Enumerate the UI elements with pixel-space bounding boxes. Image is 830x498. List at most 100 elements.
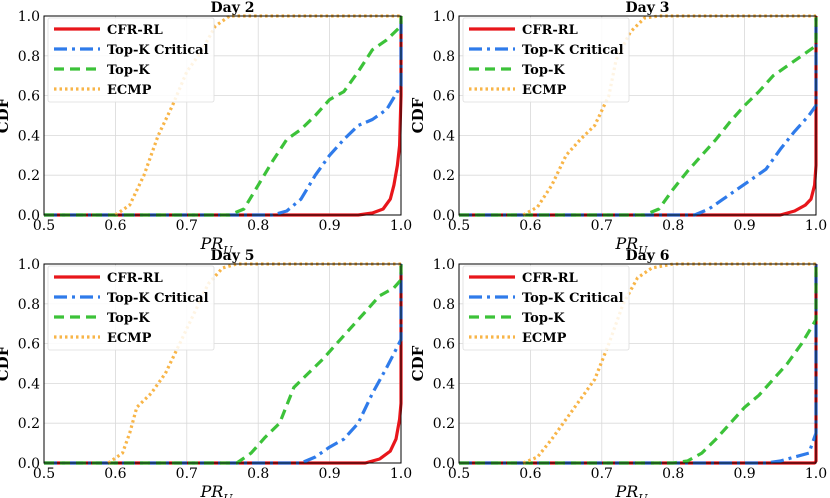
legend-label-top-k-critical: Top-K Critical	[522, 291, 624, 306]
panel-day-2: 0.5 0.6 0.7 0.8 0.9 1.0 0.0 0.2 0.4 0.6 0.8 1.0 Day …	[0, 0, 412, 257]
legend-box	[462, 265, 630, 351]
x-tick-label: 0.7	[591, 466, 613, 482]
y-tick-label: 0.6	[433, 89, 455, 105]
x-axis-label: PRU	[199, 234, 233, 257]
x-tick-label: 0.5	[33, 466, 55, 482]
x-tick-label: 1.0	[805, 466, 827, 482]
legend-label-top-k-critical: Top-K Critical	[107, 43, 209, 58]
x-tick-label: 0.8	[247, 218, 269, 234]
x-tick-label: 1.0	[805, 218, 827, 234]
series-line-top-k-critical	[44, 264, 403, 465]
series-line-top-k-critical	[44, 16, 403, 217]
x-tick-label: 0.5	[448, 218, 470, 234]
chart-title: Day 6	[626, 248, 670, 264]
panel-day-5: 0.5 0.6 0.7 0.8 0.9 1.0 0.0 0.2 0.4 0.6 0.8 1.0 Day …	[0, 248, 412, 498]
legend-box	[47, 17, 215, 103]
y-tick-label: 0.4	[433, 376, 455, 392]
legend-label-top-k-critical: Top-K Critical	[522, 43, 624, 58]
y-tick-label: 0.0	[18, 208, 40, 224]
x-tick-label: 0.7	[591, 218, 613, 234]
series-line-top-k-critical	[459, 16, 818, 217]
x-axis-label-main: PR	[199, 234, 223, 253]
y-tick-label: 0.6	[18, 337, 40, 353]
y-tick-label: 0.2	[433, 416, 455, 432]
legend-label-cfr-rl: CFR-RL	[522, 23, 578, 38]
legend: CFR-RL Top-K Critical Top-K ECMP	[47, 265, 215, 351]
legend-label-top-k-critical: Top-K Critical	[107, 291, 209, 306]
y-tick-label: 0.6	[18, 89, 40, 105]
y-tick-label: 0.2	[433, 168, 455, 184]
x-axis-label: PRU	[614, 234, 648, 257]
legend-label-top-k: Top-K	[522, 63, 565, 78]
legend: CFR-RL Top-K Critical Top-K ECMP	[462, 265, 630, 351]
y-tick-label: 0.8	[433, 49, 455, 65]
x-axis-label-main: PR	[614, 234, 638, 253]
panel-day-6: 0.5 0.6 0.7 0.8 0.9 1.0 0.0 0.2 0.4 0.6 0.8 1.0 Day …	[409, 248, 827, 498]
chart-title: Day 3	[626, 0, 670, 16]
series-line-top-k	[44, 16, 403, 217]
x-tick-label: 0.9	[733, 466, 755, 482]
x-tick-label: 1.0	[390, 218, 412, 234]
y-tick-label: 0.0	[18, 456, 40, 472]
x-axis-label: PRU	[199, 482, 233, 498]
panel-day-3: 0.5 0.6 0.7 0.8 0.9 1.0 0.0 0.2 0.4 0.6 0.8 1.0 Day …	[409, 0, 827, 257]
y-axis-label: CDF	[409, 345, 427, 381]
y-tick-label: 0.4	[18, 376, 40, 392]
legend-label-cfr-rl: CFR-RL	[107, 271, 163, 286]
x-axis-label: PRU	[614, 482, 648, 498]
y-tick-label: 0.6	[433, 337, 455, 353]
y-axis-label: CDF	[0, 97, 12, 133]
y-tick-label: 0.2	[18, 168, 40, 184]
chart-title: Day 5	[211, 248, 255, 264]
x-tick-label: 1.0	[390, 466, 412, 482]
x-axis-label-subscript: U	[223, 244, 233, 257]
y-tick-label: 0.2	[18, 416, 40, 432]
y-tick-label: 0.4	[18, 128, 40, 144]
legend-label-top-k: Top-K	[522, 311, 565, 326]
x-tick-label: 0.6	[519, 218, 541, 234]
plot-frame	[43, 15, 402, 216]
x-axis-label-main: PR	[614, 482, 638, 498]
legend-label-ecmp: ECMP	[522, 83, 567, 98]
legend-label-top-k: Top-K	[107, 311, 150, 326]
x-tick-label: 0.5	[448, 466, 470, 482]
x-axis-label-subscript: U	[638, 492, 648, 498]
series-line-cfr-rl	[44, 16, 403, 217]
x-tick-label: 0.8	[662, 218, 684, 234]
series-line-ecmp	[522, 262, 816, 465]
legend-label-top-k: Top-K	[107, 63, 150, 78]
y-tick-label: 0.4	[433, 128, 455, 144]
legend: CFR-RL Top-K Critical Top-K ECMP	[462, 17, 630, 103]
legend-label-ecmp: ECMP	[522, 331, 567, 346]
y-tick-label: 0.0	[433, 456, 455, 472]
series-line-top-k	[44, 264, 403, 465]
series-line-ecmp	[107, 262, 401, 465]
x-tick-label: 0.8	[662, 466, 684, 482]
chart-title: Day 2	[211, 0, 255, 16]
x-tick-label: 0.6	[519, 466, 541, 482]
y-axis-label: CDF	[409, 97, 427, 133]
x-tick-label: 0.6	[104, 466, 126, 482]
x-tick-label: 0.9	[318, 218, 340, 234]
x-tick-label: 0.8	[247, 466, 269, 482]
y-tick-label: 0.8	[18, 49, 40, 65]
y-tick-label: 1.0	[433, 9, 455, 25]
x-axis-label-subscript: U	[638, 244, 648, 257]
plot-frame	[458, 263, 817, 464]
x-tick-label: 0.6	[104, 218, 126, 234]
y-tick-label: 0.8	[18, 297, 40, 313]
x-tick-label: 0.5	[33, 218, 55, 234]
x-axis-label-main: PR	[199, 482, 223, 498]
legend-label-cfr-rl: CFR-RL	[107, 23, 163, 38]
y-tick-label: 1.0	[18, 9, 40, 25]
legend: CFR-RL Top-K Critical Top-K ECMP	[47, 17, 215, 103]
y-tick-label: 0.0	[433, 208, 455, 224]
legend-box	[47, 265, 215, 351]
x-tick-label: 0.7	[176, 218, 198, 234]
legend-box	[462, 17, 630, 103]
y-tick-label: 1.0	[433, 257, 455, 273]
legend-label-ecmp: ECMP	[107, 83, 152, 98]
legend-label-cfr-rl: CFR-RL	[522, 271, 578, 286]
series-line-ecmp	[522, 14, 816, 217]
